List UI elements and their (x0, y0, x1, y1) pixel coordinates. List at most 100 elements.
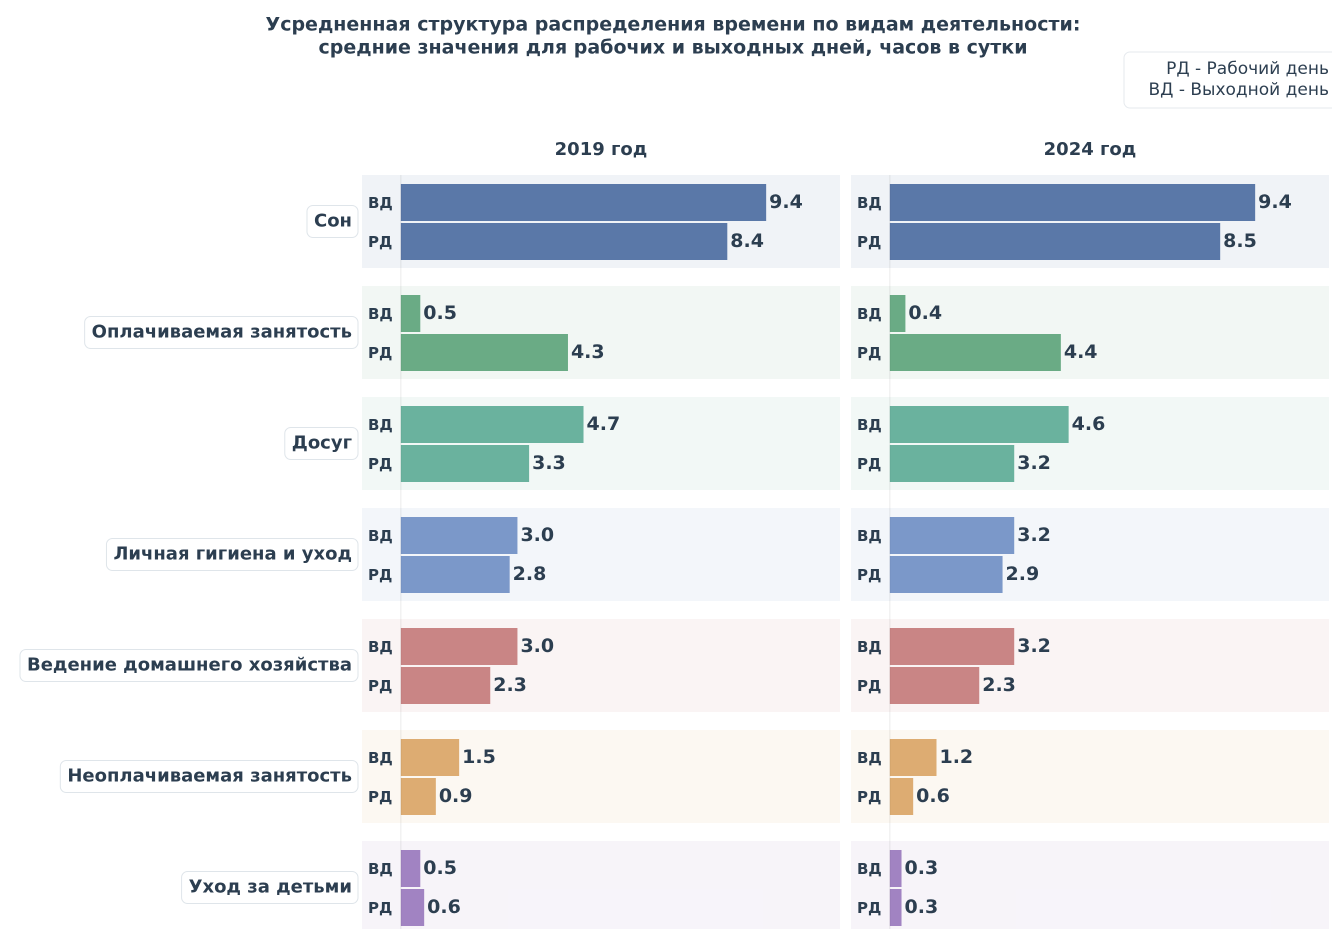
category-box (84, 316, 359, 349)
series-label: ВД (857, 305, 882, 323)
bar (400, 628, 518, 665)
bar (889, 556, 1003, 593)
category-box (105, 538, 359, 571)
bar (400, 739, 460, 776)
category-label: Неоплачиваемая занятость (67, 766, 352, 787)
data-label: 8.4 (730, 230, 764, 252)
category-box (284, 427, 359, 460)
chart-title: Усредненная структура распределения врем… (266, 14, 1081, 36)
legend-entry: ВД - Выходной день (1148, 80, 1329, 100)
data-label: 0.9 (439, 785, 473, 807)
row-background (851, 841, 1329, 929)
series-label: РД (857, 899, 881, 917)
series-label: ВД (857, 860, 882, 878)
data-label: 4.3 (571, 341, 605, 363)
chart-title: средние значения для рабочих и выходных … (318, 37, 1027, 59)
bar (400, 184, 767, 221)
data-label: 2.8 (513, 563, 547, 585)
data-label: 1.5 (462, 746, 496, 768)
bar (889, 850, 902, 887)
series-label: ВД (368, 749, 393, 767)
bar (889, 628, 1015, 665)
data-label: 0.6 (427, 896, 461, 918)
bar (889, 445, 1015, 482)
category-box (59, 760, 359, 793)
bar (889, 223, 1221, 260)
data-label: 0.5 (423, 302, 457, 324)
legend-box (1123, 51, 1332, 109)
bar (400, 778, 436, 815)
data-label: 3.2 (1017, 452, 1051, 474)
bar (400, 850, 421, 887)
series-label: РД (368, 677, 392, 695)
series-label: РД (857, 677, 881, 695)
data-label: 2.3 (982, 674, 1016, 696)
series-label: ВД (368, 305, 393, 323)
data-label: 9.4 (1258, 191, 1292, 213)
data-label: 3.2 (1017, 635, 1051, 657)
data-label: 8.5 (1223, 230, 1257, 252)
data-label: 4.7 (587, 413, 621, 435)
series-label: РД (368, 344, 392, 362)
series-label: ВД (857, 749, 882, 767)
data-label: 3.3 (532, 452, 566, 474)
data-label: 0.3 (905, 857, 939, 879)
legend-entry: РД - Рабочий день (1166, 59, 1329, 79)
data-label: 3.0 (520, 524, 554, 546)
series-label: РД (368, 455, 392, 473)
bar (400, 667, 491, 704)
series-label: РД (368, 566, 392, 584)
series-label: РД (368, 899, 392, 917)
bar (889, 667, 980, 704)
category-label: Досуг (292, 433, 352, 454)
data-label: 1.2 (939, 746, 973, 768)
bar (400, 334, 568, 371)
series-label: ВД (857, 527, 882, 545)
data-label: 9.4 (769, 191, 803, 213)
panel-title: 2024 год (1044, 139, 1137, 160)
series-label: РД (368, 233, 392, 251)
category-label: Оплачиваемая занятость (92, 322, 352, 343)
data-label: 3.2 (1017, 524, 1051, 546)
series-label: ВД (368, 860, 393, 878)
panel-title: 2019 год (555, 139, 648, 160)
bar (889, 889, 902, 926)
series-label: ВД (857, 638, 882, 656)
series-label: ВД (368, 416, 393, 434)
category-label: Сон (314, 211, 352, 232)
data-label: 2.3 (493, 674, 527, 696)
data-label: 0.4 (908, 302, 942, 324)
bar (400, 889, 425, 926)
series-label: РД (857, 233, 881, 251)
row-background (362, 841, 840, 929)
category-label: Ведение домашнего хозяйства (27, 655, 352, 676)
bar (889, 295, 906, 332)
category-box (19, 649, 359, 682)
category-label: Уход за детьми (189, 877, 352, 898)
bar (889, 406, 1069, 443)
bar (400, 223, 728, 260)
category-box (306, 205, 359, 238)
bar (400, 295, 421, 332)
data-label: 3.0 (520, 635, 554, 657)
series-label: РД (857, 566, 881, 584)
data-label: 4.6 (1072, 413, 1106, 435)
data-label: 0.5 (423, 857, 457, 879)
bar (889, 778, 914, 815)
series-label: РД (368, 788, 392, 806)
category-label: Личная гигиена и уход (113, 544, 352, 565)
series-label: ВД (368, 194, 393, 212)
series-label: РД (857, 455, 881, 473)
bar (889, 184, 1256, 221)
series-label: РД (857, 344, 881, 362)
data-label: 0.6 (916, 785, 950, 807)
category-box (181, 871, 359, 904)
bar (400, 406, 584, 443)
series-label: РД (857, 788, 881, 806)
series-label: ВД (857, 194, 882, 212)
data-label: 4.4 (1064, 341, 1098, 363)
series-label: ВД (368, 638, 393, 656)
series-label: ВД (368, 527, 393, 545)
bar (889, 517, 1015, 554)
